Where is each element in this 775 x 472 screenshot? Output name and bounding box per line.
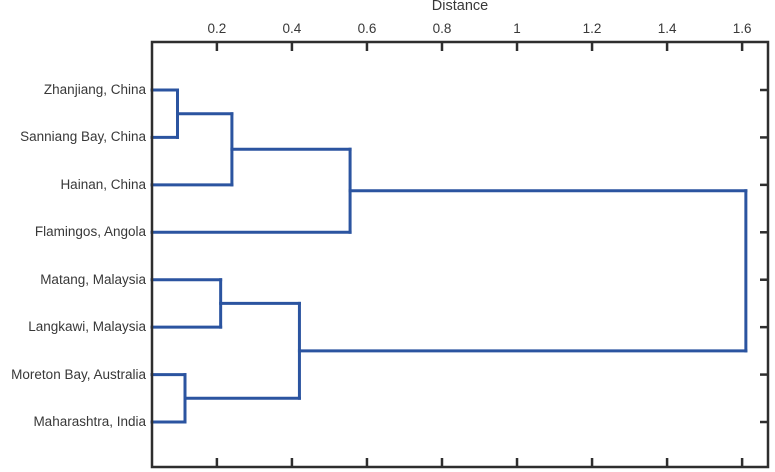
leaf-label-flamingos-angola: Flamingos, Angola (34, 224, 146, 240)
leaf-label-langkawi-malaysia: Langkawi, Malaysia (28, 319, 146, 335)
leaf-label-zhanjiang-china: Zhanjiang, China (43, 82, 146, 97)
axis-tick-label: 1.2 (583, 21, 602, 36)
axis-tick-label: 0.4 (283, 21, 302, 36)
axis-tick-label: 0.8 (433, 21, 452, 36)
axis-tick-label: 1 (513, 21, 521, 36)
plot-border (150, 40, 770, 469)
leaf-label-sanniang-bay-china: Sanniang Bay, China (20, 129, 146, 145)
axis-title-distance: Distance (431, 0, 489, 14)
leaf-label-hainan-china: Hainan, China (60, 176, 146, 192)
axis-tick-label: 1.6 (733, 21, 752, 36)
leaf-label-maharashtra-india: Maharashtra, India (33, 414, 146, 429)
leaf-label-moreton-bay-australia: Moreton Bay, Australia (11, 366, 146, 382)
axis-tick-label: 1.4 (658, 21, 677, 36)
leaf-label-matang-malaysia: Matang, Malaysia (40, 271, 146, 287)
axis-tick-label: 0.2 (208, 21, 227, 36)
axis-tick-label: 0.6 (358, 21, 377, 36)
